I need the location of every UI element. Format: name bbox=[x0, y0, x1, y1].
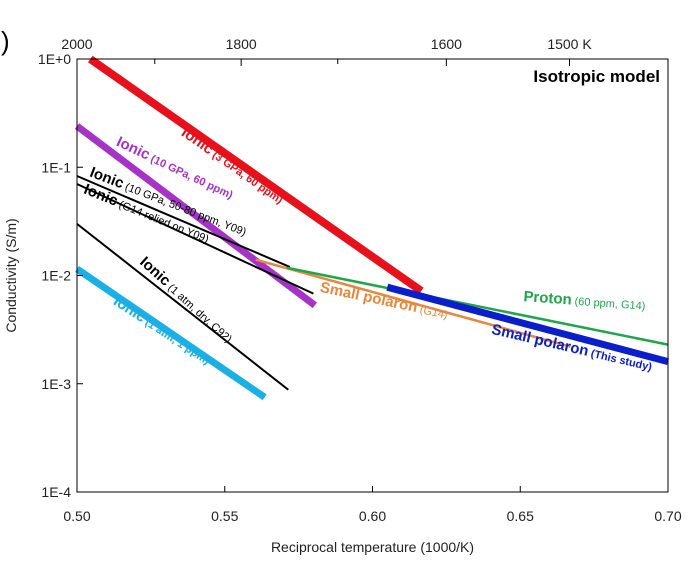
y-tick-label: 1E+0 bbox=[38, 51, 71, 67]
series-label: Ionic(3 GPa, 60 ppm) bbox=[178, 124, 287, 208]
series-label-main: Ionic bbox=[178, 124, 216, 158]
series-line bbox=[386, 283, 669, 366]
panel-letter-fragment: ) bbox=[1, 26, 10, 56]
x-tick-label: 0.60 bbox=[359, 508, 386, 524]
top-tick-label: 1500 K bbox=[547, 36, 592, 52]
y-tick-label: 1E-1 bbox=[41, 159, 71, 175]
series-label-detail: (60 ppm, G14) bbox=[574, 296, 646, 313]
y-tick-label: 1E-2 bbox=[41, 268, 71, 284]
series-line bbox=[76, 223, 289, 391]
series-label-detail: (G14) bbox=[419, 304, 449, 322]
top-tick-label: 1800 bbox=[226, 36, 257, 52]
series-line bbox=[75, 266, 267, 401]
series-label: Proton (60 ppm, G14) bbox=[523, 288, 646, 313]
series-line bbox=[255, 258, 571, 348]
x-tick-label: 0.70 bbox=[654, 508, 681, 524]
top-tick-label: 2000 bbox=[61, 36, 92, 52]
series-line bbox=[76, 175, 291, 268]
series-label-detail: (3 GPa, 60 ppm) bbox=[210, 149, 285, 207]
x-tick-label: 0.55 bbox=[211, 508, 238, 524]
y-tick-label: 1E-4 bbox=[41, 484, 71, 500]
y-tick-label: 1E-3 bbox=[41, 376, 71, 392]
axis-ticks: 0.50 0.55 0.60 0.65 0.70 1E+0 1E-1 1E-2 1E-3 1E-4… bbox=[38, 36, 682, 524]
series-label-detail: (1 atm, 1 ppm) bbox=[143, 317, 212, 368]
y-axis-title: Conductivity (S/m) bbox=[3, 218, 19, 332]
series-line bbox=[76, 183, 314, 295]
series-label-main: Ionic bbox=[110, 293, 149, 326]
x-axis-title: Reciprocal temperature (1000/K) bbox=[271, 539, 474, 555]
panel-title: Isotropic model bbox=[533, 67, 660, 86]
top-tick-label: 1600 bbox=[431, 36, 462, 52]
x-tick-label: 0.65 bbox=[507, 508, 534, 524]
series-line bbox=[88, 55, 424, 295]
series-line bbox=[286, 266, 669, 346]
x-tick-label: 0.50 bbox=[63, 508, 90, 524]
series-lines bbox=[74, 55, 669, 401]
series-label-main: Proton bbox=[523, 288, 572, 308]
